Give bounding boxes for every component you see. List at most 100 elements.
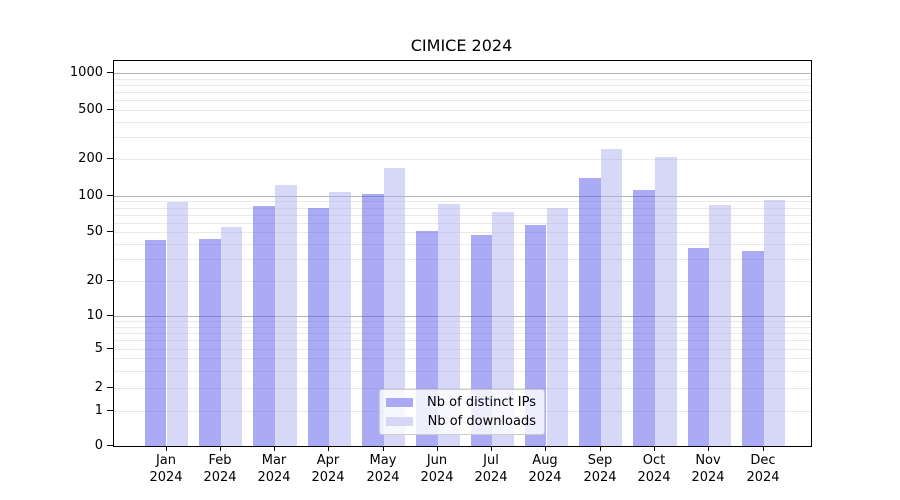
bar-downloads-oct [655,157,677,446]
y-tick [107,195,113,196]
month-label: Feb [208,453,232,468]
x-tick [166,446,167,451]
y-tick [107,387,113,388]
gridline-minor [114,92,811,93]
gridline-minor [114,327,811,328]
y-tick-label: 1 [94,403,103,418]
legend-swatch-downloads [386,417,413,426]
x-tick-label-apr: Apr 2024 [296,452,360,486]
x-tick [491,446,492,451]
year-label: 2024 [257,470,291,485]
month-label: Jan [155,453,177,468]
y-tick [107,158,113,159]
bar-distinct-ips-may [361,193,384,446]
year-label: 2024 [637,470,671,485]
bar-downloads-jan [166,202,189,446]
bar-distinct-ips-nov [687,248,710,446]
x-tick [708,446,709,451]
gridline-minor [114,388,811,389]
gridline-minor [114,215,811,216]
x-tick-label-may: May 2024 [351,452,415,486]
legend-label-distinct-ips: Nb of distinct IPs [427,395,536,410]
gridline-minor [114,232,811,233]
x-tick-label-aug: Aug 2024 [513,452,577,486]
x-tick-label-jul: Jul 2024 [459,452,523,486]
year-label: 2024 [528,470,562,485]
y-tick-label: 20 [86,273,103,288]
y-tick [107,72,113,73]
bar-downloads-apr [329,191,351,446]
y-tick-label: 0 [94,438,103,453]
month-label: Apr [316,453,340,468]
chart-title: CIMICE 2024 [410,36,513,55]
gridline-minor [114,333,811,334]
y-tick [107,280,113,281]
bar-downloads-aug [546,208,569,446]
gridline-minor [114,85,811,86]
bar-downloads-sep [600,149,623,446]
bar-downloads-jun [437,204,460,446]
bar-distinct-ips-dec [741,251,764,446]
legend-swatch-distinct-ips [386,398,413,407]
y-tick [107,231,113,232]
y-tick [107,445,113,446]
x-tick-label-dec: Dec 2024 [731,452,795,486]
x-tick [274,446,275,451]
gridline-minor [114,223,811,224]
year-label: 2024 [149,470,183,485]
y-tick [107,348,113,349]
gridline-minor [114,79,811,80]
gridline-major [114,316,811,317]
month-label: Jun [426,453,448,468]
month-label: Dec [750,453,776,468]
x-tick [654,446,655,451]
x-tick-label-nov: Nov 2024 [676,452,740,486]
month-label: Oct [642,453,666,468]
gridline-minor [114,259,811,260]
month-label: Sep [587,453,613,468]
gridline-minor [114,201,811,202]
bar-downloads-feb [220,227,243,446]
legend-label-downloads: Nb of downloads [427,414,536,429]
year-label: 2024 [474,470,508,485]
gridline-minor [114,281,811,282]
month-label: Nov [695,453,721,468]
y-tick-label: 500 [78,102,103,117]
gridline-minor [114,159,811,160]
x-tick-label-jun: Jun 2024 [405,452,469,486]
y-tick-label: 50 [86,224,103,239]
gridline-minor [114,371,811,372]
x-tick [545,446,546,451]
gridline-minor [114,349,811,350]
x-tick [328,446,329,451]
year-label: 2024 [583,470,617,485]
y-tick [107,410,113,411]
x-tick-label-mar: Mar 2024 [242,452,306,486]
gridline-minor [114,137,811,138]
month-label: Mar [261,453,287,468]
year-label: 2024 [311,470,345,485]
year-label: 2024 [366,470,400,485]
gridline-minor [114,321,811,322]
year-label: 2024 [420,470,454,485]
y-tick-label: 1000 [69,65,103,80]
x-tick [763,446,764,451]
plot-area [113,60,812,447]
x-tick [383,446,384,451]
gridline-minor [114,110,811,111]
legend-item-downloads: Nb of downloads [386,414,536,429]
x-tick-label-jan: Jan 2024 [134,452,198,486]
y-tick-label: 200 [78,151,103,166]
bar-downloads-nov [709,205,731,446]
x-tick [600,446,601,451]
bar-downloads-mar [275,185,297,446]
gridline-minor [114,340,811,341]
bar-downloads-may [383,167,406,446]
y-tick-label: 10 [86,308,103,323]
bar-downloads-jul [492,212,514,446]
bar-distinct-ips-oct [633,190,655,446]
bar-distinct-ips-mar [253,206,276,446]
bar-distinct-ips-sep [579,178,601,446]
x-tick-label-feb: Feb 2024 [188,452,252,486]
